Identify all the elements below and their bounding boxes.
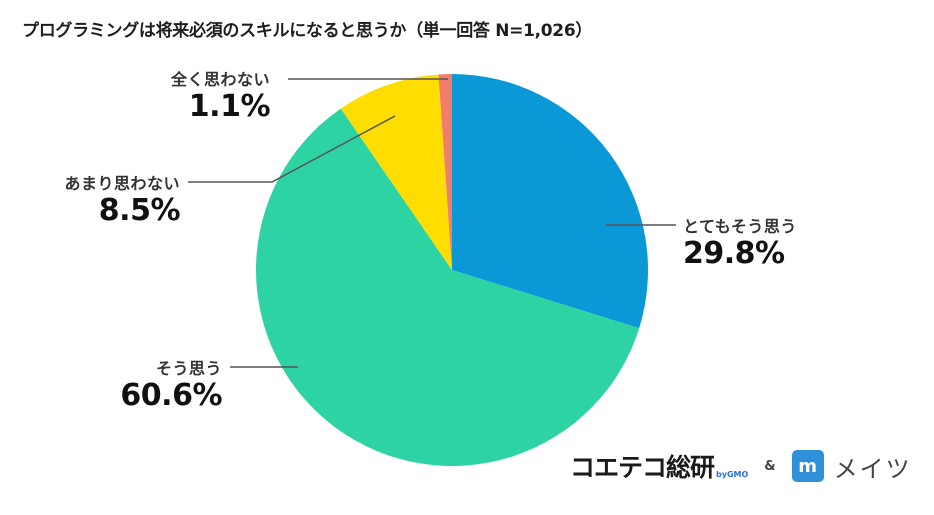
- gmo-logo: byGMO: [716, 470, 749, 479]
- label-sou-name: そう思う: [155, 359, 222, 378]
- label-sou: そう思う 60.6%: [120, 355, 222, 413]
- label-totemo: とてもそう思う 29.8%: [683, 213, 797, 271]
- label-mattaku-pct: 1.1%: [188, 89, 271, 124]
- chart-title: プログラミングは将来必須のスキルになると思うか（単一回答 N=1,026）: [22, 21, 593, 41]
- pie-slice: [452, 74, 648, 329]
- leader-lines: [188, 78, 676, 368]
- pie-slices: [255, 74, 648, 466]
- mates-icon: m: [791, 450, 824, 482]
- koeteco-logo: コエテコ総研: [570, 453, 715, 482]
- label-mattaku: 全く思わない 1.1%: [170, 66, 271, 124]
- mates-logo: メイツ: [833, 454, 912, 483]
- label-mattaku-name: 全く思わない: [170, 70, 270, 89]
- label-amari-name: あまり思わない: [64, 174, 180, 193]
- label-amari-pct: 8.5%: [98, 193, 181, 228]
- label-sou-pct: 60.6%: [120, 378, 222, 413]
- footer-logos: コエテコ総研 byGMO & m メイツ: [570, 448, 912, 484]
- label-totemo-name: とてもそう思う: [683, 217, 797, 236]
- label-amari: あまり思わない 8.5%: [64, 170, 180, 228]
- ampersand: &: [764, 458, 776, 474]
- leader-line-amari: [188, 115, 396, 183]
- label-totemo-pct: 29.8%: [683, 236, 785, 271]
- pie-slice: [255, 108, 640, 466]
- pie-slice: [340, 74, 452, 270]
- pie-slice: [438, 74, 452, 270]
